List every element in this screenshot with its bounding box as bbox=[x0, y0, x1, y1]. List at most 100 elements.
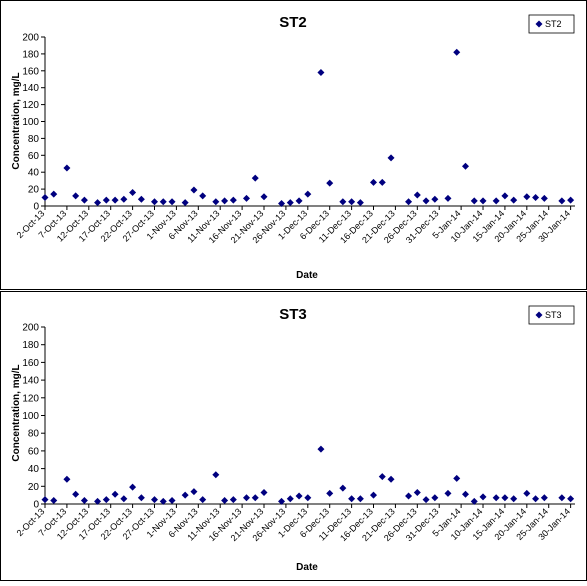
data-point bbox=[317, 445, 325, 453]
y-tick-label: 180 bbox=[22, 340, 39, 351]
data-point bbox=[286, 495, 294, 503]
data-point bbox=[378, 473, 386, 481]
y-tick-label: 0 bbox=[33, 202, 39, 213]
chart-title: ST3 bbox=[279, 306, 307, 323]
y-tick-label: 200 bbox=[22, 33, 39, 44]
y-tick-label: 160 bbox=[22, 358, 39, 369]
data-point bbox=[413, 191, 421, 199]
data-point bbox=[348, 495, 356, 503]
data-point bbox=[212, 471, 220, 479]
data-point bbox=[492, 494, 500, 502]
legend-label: ST3 bbox=[545, 310, 562, 320]
data-point bbox=[181, 199, 189, 207]
data-point bbox=[370, 491, 378, 499]
y-axis-title: Concentration, mg/L bbox=[11, 72, 22, 169]
y-tick-label: 100 bbox=[22, 411, 39, 422]
data-point bbox=[41, 194, 49, 202]
y-tick-label: 120 bbox=[22, 393, 39, 404]
data-point bbox=[387, 475, 395, 483]
chart-panel-st3: ST3 ST3 Concentration, mg/L Date 0 20 40 60… bbox=[0, 291, 587, 581]
chart-panel-st2: ST2 ST2 Concentration, mg/L Date 0 20 40 60… bbox=[0, 0, 587, 290]
y-axis-title: Concentration, mg/L bbox=[11, 364, 22, 461]
y-tick-label: 60 bbox=[28, 151, 40, 162]
data-point bbox=[260, 488, 268, 496]
data-point bbox=[159, 497, 167, 505]
data-point bbox=[278, 199, 286, 207]
data-point bbox=[242, 194, 250, 202]
data-point bbox=[72, 192, 80, 200]
data-point bbox=[94, 497, 102, 505]
chart-area-border bbox=[0, 0, 587, 290]
data-point bbox=[137, 494, 145, 502]
x-axis-title: Date bbox=[296, 270, 318, 281]
data-point bbox=[470, 497, 478, 505]
data-point bbox=[444, 194, 452, 202]
y-tick-label: 140 bbox=[22, 83, 39, 94]
data-point bbox=[111, 196, 119, 204]
chart-area-border bbox=[0, 291, 587, 581]
data-point bbox=[567, 495, 575, 503]
data-point bbox=[50, 190, 58, 198]
data-point bbox=[102, 496, 110, 504]
data-point bbox=[523, 193, 531, 201]
data-point bbox=[532, 495, 540, 503]
data-point bbox=[378, 178, 386, 186]
data-point bbox=[120, 195, 128, 203]
data-point bbox=[540, 494, 548, 502]
data-point bbox=[444, 489, 452, 497]
data-point bbox=[63, 475, 71, 483]
data-point bbox=[260, 193, 268, 201]
data-point bbox=[304, 494, 312, 502]
y-tick-label: 160 bbox=[22, 66, 39, 77]
data-point bbox=[159, 198, 167, 206]
legend-label: ST2 bbox=[545, 19, 562, 29]
data-point bbox=[370, 178, 378, 186]
y-tick-label: 40 bbox=[28, 464, 40, 475]
data-point bbox=[151, 496, 159, 504]
data-point bbox=[510, 196, 518, 204]
legend-box bbox=[528, 305, 575, 325]
data-point bbox=[461, 162, 469, 170]
data-point bbox=[102, 196, 110, 204]
y-tick-label: 200 bbox=[22, 323, 39, 334]
data-point bbox=[304, 190, 312, 198]
data-point bbox=[63, 164, 71, 172]
data-point bbox=[41, 496, 49, 504]
data-point bbox=[129, 188, 137, 196]
chart-title: ST2 bbox=[279, 14, 307, 31]
data-point bbox=[356, 199, 364, 207]
data-point bbox=[431, 494, 439, 502]
data-point bbox=[72, 490, 80, 498]
data-point bbox=[129, 483, 137, 491]
data-point bbox=[251, 494, 259, 502]
y-tick-label: 0 bbox=[33, 500, 39, 511]
y-tick-label: 180 bbox=[22, 49, 39, 60]
data-point bbox=[190, 186, 198, 194]
data-point bbox=[80, 496, 88, 504]
y-tick-label: 120 bbox=[22, 100, 39, 111]
y-tick-label: 60 bbox=[28, 446, 40, 457]
data-point bbox=[510, 495, 518, 503]
legend-marker bbox=[535, 311, 543, 319]
data-point bbox=[111, 490, 119, 498]
y-tick-label: 20 bbox=[28, 185, 40, 196]
data-point bbox=[431, 195, 439, 203]
data-point bbox=[348, 198, 356, 206]
y-tick-label: 80 bbox=[28, 429, 40, 440]
data-point bbox=[413, 488, 421, 496]
data-point bbox=[453, 48, 461, 56]
data-point bbox=[199, 192, 207, 200]
legend-box bbox=[528, 14, 575, 34]
data-point bbox=[356, 495, 364, 503]
data-point bbox=[221, 197, 229, 205]
data-point bbox=[212, 198, 220, 206]
y-tick-label: 80 bbox=[28, 134, 40, 145]
data-point bbox=[242, 494, 250, 502]
data-point bbox=[286, 199, 294, 207]
data-point bbox=[422, 496, 430, 504]
legend-marker bbox=[535, 20, 543, 28]
data-point bbox=[229, 196, 237, 204]
y-tick-label: 20 bbox=[28, 482, 40, 493]
data-point bbox=[190, 488, 198, 496]
